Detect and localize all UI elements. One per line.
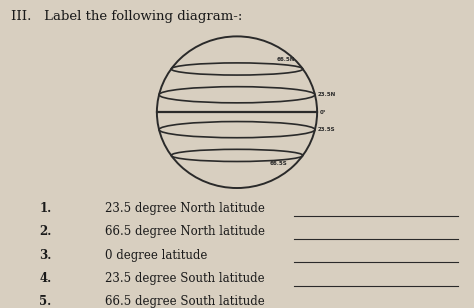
Text: 23.5 degree North latitude: 23.5 degree North latitude: [105, 202, 265, 215]
Text: 66.5N: 66.5N: [276, 57, 295, 62]
Text: 66.5 degree North latitude: 66.5 degree North latitude: [105, 225, 265, 238]
Text: 23.5N: 23.5N: [317, 92, 336, 97]
Text: 5.: 5.: [39, 295, 51, 308]
Text: 4.: 4.: [39, 272, 51, 285]
Text: 66.5S: 66.5S: [270, 161, 288, 166]
Text: III.   Label the following diagram-:: III. Label the following diagram-:: [11, 10, 242, 23]
Text: 23.5S: 23.5S: [317, 127, 335, 132]
Text: 3.: 3.: [39, 249, 52, 261]
Text: 1.: 1.: [39, 202, 51, 215]
Text: 2.: 2.: [39, 225, 52, 238]
Text: 0 degree latitude: 0 degree latitude: [105, 249, 208, 261]
Text: 23.5 degree South latitude: 23.5 degree South latitude: [105, 272, 264, 285]
Text: 0°: 0°: [319, 110, 326, 115]
Text: 66.5 degree South latitude: 66.5 degree South latitude: [105, 295, 265, 308]
